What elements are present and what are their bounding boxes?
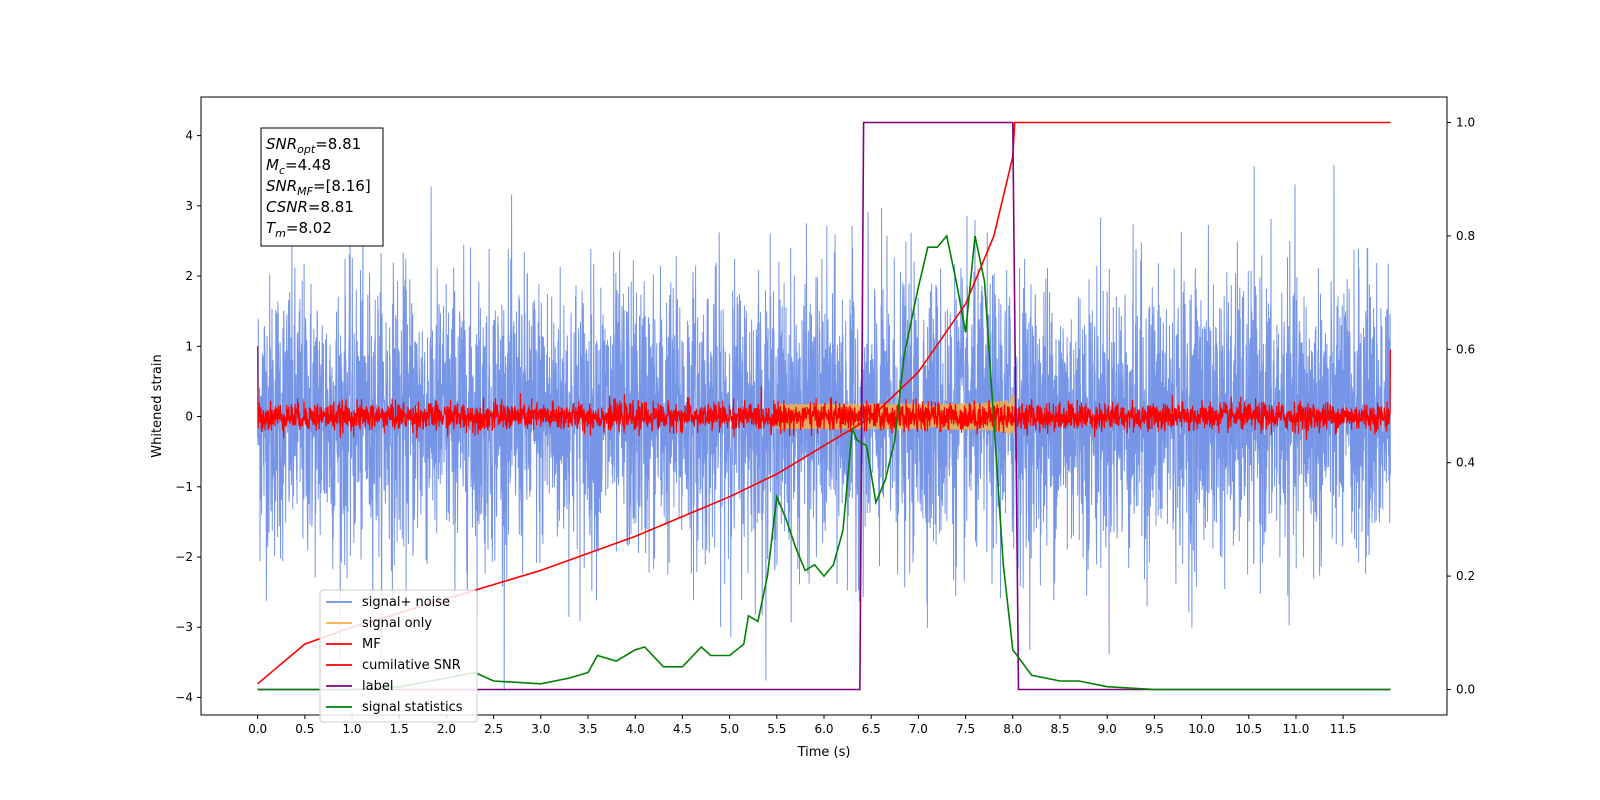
y-tick-label: 0 xyxy=(185,410,193,424)
info-box-line: SNRopt=8.81 xyxy=(266,135,361,156)
legend: signal+ noise signal only MF cumilative SNR… xyxy=(319,589,478,723)
legend-label: signal+ noise xyxy=(362,595,450,610)
x-tick-label: 11.5 xyxy=(1330,722,1357,736)
x-tick-label: 4.0 xyxy=(626,722,645,736)
y2-tick-label: 0.6 xyxy=(1456,342,1475,356)
x-tick-label: 7.5 xyxy=(956,722,975,736)
x-axis: 0.0 0.5 1.0 1.5 2.0 2.5 3.0 3.5 4.0 4.5 5.0 5.5 6.0 6… xyxy=(248,715,1357,736)
x-tick-label: 1.5 xyxy=(390,722,409,736)
series-signal-noise xyxy=(257,164,1391,691)
x-tick-label: 2.5 xyxy=(484,722,503,736)
legend-label: signal only xyxy=(362,616,432,631)
y-tick-label: 3 xyxy=(185,199,193,213)
x-tick-label: 1.0 xyxy=(342,722,361,736)
y2-tick-label: 0.0 xyxy=(1456,682,1475,696)
legend-label: MF xyxy=(362,637,381,652)
x-tick-label: 8.5 xyxy=(1050,722,1069,736)
x-tick-label: 0.0 xyxy=(248,722,267,736)
y-tick-label: −1 xyxy=(175,480,193,494)
y-tick-label: −2 xyxy=(175,550,193,564)
series-label xyxy=(257,121,1391,691)
info-box-line: Tm=8.02 xyxy=(266,219,332,240)
y2-tick-label: 1.0 xyxy=(1456,116,1475,130)
x-tick-label: 3.5 xyxy=(578,722,597,736)
legend-label: label xyxy=(362,679,393,694)
x-tick-label: 6.0 xyxy=(814,722,833,736)
y-tick-label: 2 xyxy=(185,269,193,283)
x-tick-label: 7.0 xyxy=(909,722,928,736)
x-tick-label: 3.0 xyxy=(531,722,550,736)
x-tick-label: 9.5 xyxy=(1145,722,1164,736)
x-tick-label: 2.0 xyxy=(437,722,456,736)
x-tick-label: 10.5 xyxy=(1235,722,1262,736)
info-box-line: SNRMF=[8.16] xyxy=(266,177,371,198)
y-axis-right: 1.0 0.8 0.6 0.4 0.2 0.0 xyxy=(1447,116,1475,696)
info-box-frame xyxy=(260,127,384,247)
x-tick-label: 4.5 xyxy=(673,722,692,736)
x-tick-label: 0.5 xyxy=(295,722,314,736)
x-tick-label: 9.0 xyxy=(1098,722,1117,736)
x-tick-label: 5.0 xyxy=(720,722,739,736)
legend-label: signal statistics xyxy=(362,700,463,715)
legend-label: cumilative SNR xyxy=(362,658,461,673)
legend-frame xyxy=(319,589,478,723)
y-tick-label: 4 xyxy=(185,129,193,143)
info-box-line: CSNR=8.81 xyxy=(266,198,354,216)
x-tick-label: 6.5 xyxy=(862,722,881,736)
x-tick-label: 10.0 xyxy=(1188,722,1215,736)
x-tick-label: 5.5 xyxy=(767,722,786,736)
y-tick-label: 1 xyxy=(185,339,193,353)
y-axis-left: 4 3 2 1 0 −1 −2 −3 −4 xyxy=(175,129,201,704)
y-tick-label: −4 xyxy=(175,690,193,704)
series-mf xyxy=(257,346,1391,440)
y2-tick-label: 0.2 xyxy=(1456,569,1475,583)
y-axis-label: Whitened strain xyxy=(150,354,165,457)
series-signal-statistics xyxy=(257,234,1391,691)
y-tick-label: −3 xyxy=(175,620,193,634)
y2-tick-label: 0.8 xyxy=(1456,229,1475,243)
info-box-line: Mc=4.48 xyxy=(266,156,331,177)
x-tick-label: 8.0 xyxy=(1003,722,1022,736)
x-axis-label: Time (s) xyxy=(797,745,851,760)
y2-tick-label: 0.4 xyxy=(1456,456,1475,470)
x-tick-label: 11.0 xyxy=(1283,722,1310,736)
